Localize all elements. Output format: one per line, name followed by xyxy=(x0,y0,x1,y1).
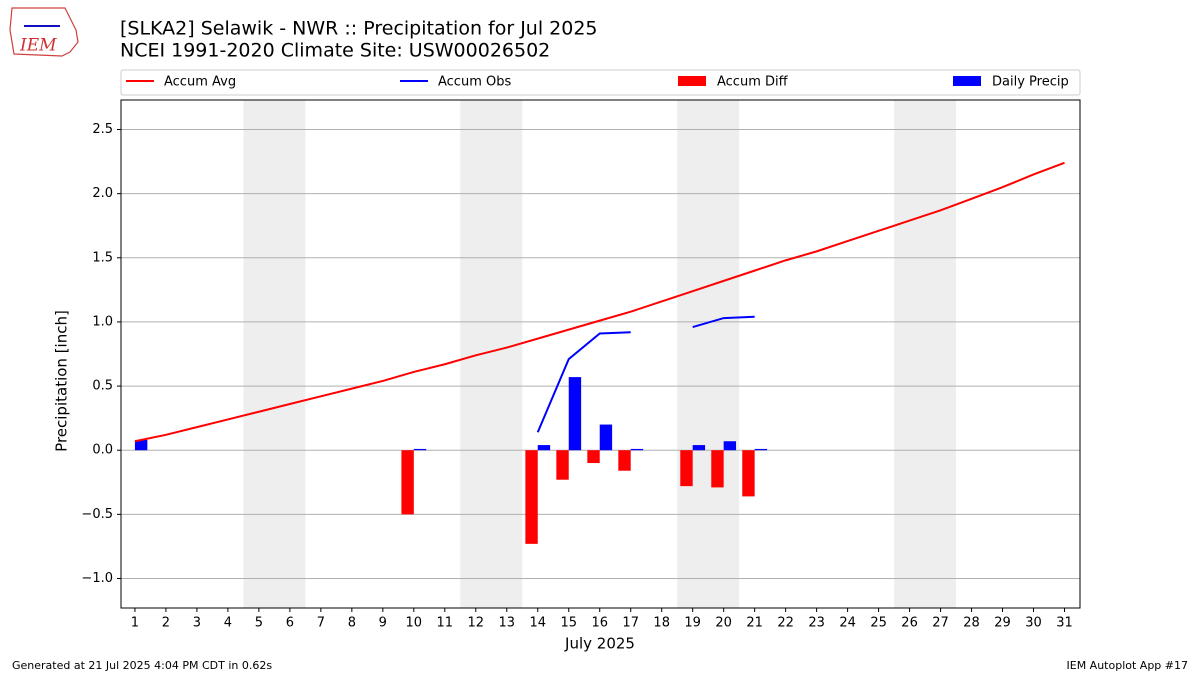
bar xyxy=(618,450,631,471)
bar xyxy=(680,450,693,487)
line xyxy=(536,315,755,433)
legend-swatch xyxy=(678,76,706,86)
x-tick-label: 16 xyxy=(591,616,608,631)
bar xyxy=(630,448,644,451)
y-tick-label: 0.5 xyxy=(92,379,113,394)
y-tick-label: −0.5 xyxy=(81,507,113,522)
x-tick-label: 27 xyxy=(932,616,949,631)
x-tick-label: 12 xyxy=(468,616,485,631)
legend-label: Accum Obs xyxy=(438,75,511,90)
bar xyxy=(692,445,706,451)
legend-box xyxy=(120,69,1081,96)
line xyxy=(134,161,1065,443)
y-tick-label: −1.0 xyxy=(81,571,113,586)
legend-label: Daily Precip xyxy=(992,75,1069,90)
bar xyxy=(556,450,569,480)
x-axis-label: July 2025 xyxy=(564,635,635,653)
bar xyxy=(754,448,768,451)
x-tick-label: 6 xyxy=(286,616,294,631)
chart-title: [SLKA2] Selawik - NWR :: Precipitation f… xyxy=(120,18,598,40)
logo-outline xyxy=(9,7,79,57)
x-tick-label: 19 xyxy=(684,616,701,631)
bar xyxy=(134,439,148,451)
x-tick-label: 26 xyxy=(901,616,918,631)
bar xyxy=(587,450,600,464)
legend-label: Accum Avg xyxy=(164,75,236,90)
weekend-shade xyxy=(460,100,523,608)
x-tick-label: 23 xyxy=(808,616,825,631)
logo: IEM xyxy=(9,7,79,57)
bar xyxy=(742,450,755,497)
x-tick-label: 20 xyxy=(715,616,732,631)
logo-text: IEM xyxy=(19,36,57,56)
x-tick-label: 28 xyxy=(963,616,980,631)
bar xyxy=(711,450,724,488)
footer-left: Generated at 21 Jul 2025 4:04 PM CDT in … xyxy=(12,659,272,672)
plot-frame xyxy=(120,99,1081,609)
bar xyxy=(401,450,414,515)
x-tick-label: 17 xyxy=(622,616,639,631)
x-tick-label: 11 xyxy=(437,616,454,631)
weekend-shade xyxy=(894,100,957,608)
legend-swatch xyxy=(953,76,981,86)
legend-label: Accum Diff xyxy=(717,75,789,90)
x-tick-label: 5 xyxy=(255,616,263,631)
y-tick-label: 1.0 xyxy=(92,314,113,329)
x-tick-label: 22 xyxy=(777,616,794,631)
weekend-shade xyxy=(243,100,306,608)
x-tick-label: 21 xyxy=(746,616,763,631)
x-tick-label: 9 xyxy=(379,616,387,631)
x-tick-label: 8 xyxy=(348,616,356,631)
bar xyxy=(723,441,737,451)
weekend-shade xyxy=(677,100,740,608)
x-tick-label: 30 xyxy=(1025,616,1042,631)
x-tick-label: 18 xyxy=(653,616,670,631)
chart-subtitle: NCEI 1991-2020 Climate Site: USW00026502 xyxy=(120,40,550,62)
bar xyxy=(537,445,551,451)
x-tick-label: 3 xyxy=(193,616,201,631)
x-tick-label: 14 xyxy=(529,616,546,631)
y-tick-label: 2.0 xyxy=(92,186,113,201)
y-tick-label: 2.5 xyxy=(92,122,113,137)
x-tick-label: 7 xyxy=(317,616,325,631)
footer-right: IEM Autoplot App #17 xyxy=(1067,659,1189,672)
y-axis-label: Precipitation [inch] xyxy=(53,310,71,452)
x-tick-label: 10 xyxy=(406,616,423,631)
bar xyxy=(413,448,427,451)
x-tick-label: 2 xyxy=(162,616,170,631)
x-tick-label: 4 xyxy=(224,616,232,631)
bar xyxy=(568,377,582,451)
x-tick-label: 29 xyxy=(994,616,1011,631)
x-tick-label: 25 xyxy=(870,616,887,631)
bar xyxy=(599,424,613,451)
y-tick-label: 0.0 xyxy=(92,443,113,458)
x-tick-label: 31 xyxy=(1056,616,1073,631)
bar xyxy=(525,450,538,544)
y-tick-label: 1.5 xyxy=(92,250,113,265)
x-tick-label: 15 xyxy=(560,616,577,631)
x-tick-label: 1 xyxy=(131,616,139,631)
x-tick-label: 24 xyxy=(839,616,856,631)
x-tick-label: 13 xyxy=(498,616,515,631)
